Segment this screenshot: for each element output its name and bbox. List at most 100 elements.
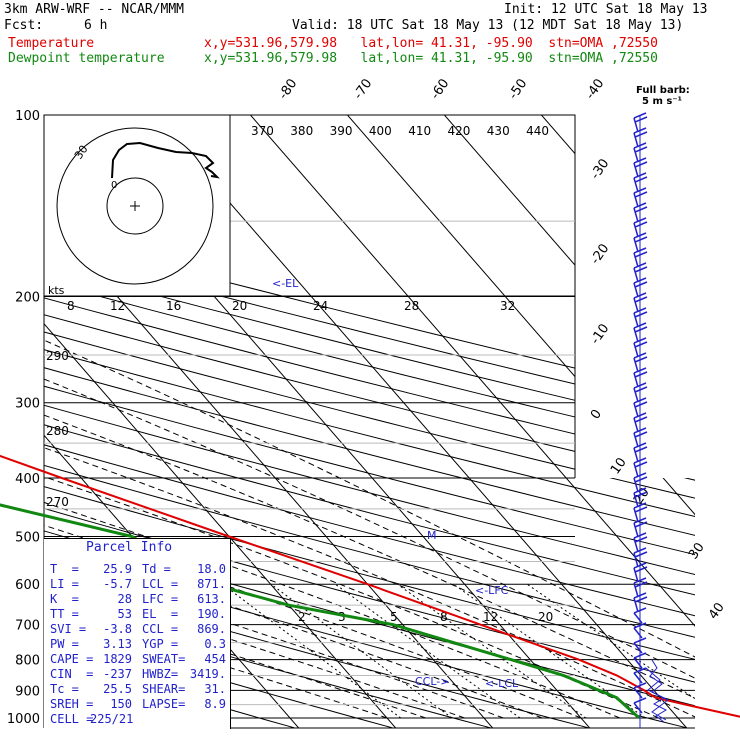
barb-flag (634, 566, 648, 573)
isotherm-label-m50: -50 (506, 76, 530, 102)
parcel-cell: 150 (110, 697, 132, 711)
valid-time: Valid: 18 UTC Sat 18 May 13 (12 MDT Sat … (292, 18, 684, 33)
hodograph-ring-outer (56, 127, 214, 285)
pressure-label-100: 100 (15, 109, 40, 124)
pressure-label-1000: 1000 (7, 712, 40, 727)
barb-flag (633, 322, 647, 329)
barb-flag (634, 596, 648, 603)
barb-staff (633, 657, 643, 669)
theta-left-label-270: 270 (46, 495, 69, 509)
wind-barb (633, 487, 648, 508)
hodo-speed-label-12: 12 (110, 299, 125, 313)
parcel-row: CIN = -237 HWBZ= 3419. (50, 667, 226, 682)
barb-staff (633, 312, 639, 328)
el-marker: <-EL (272, 277, 299, 290)
wind-barb (633, 547, 648, 568)
barb-flag (633, 667, 647, 674)
barb-flag (634, 116, 648, 123)
wind-barb (633, 232, 648, 253)
barb-staff (633, 222, 639, 238)
dry-adiabat (44, 115, 600, 728)
barb-staff (633, 552, 639, 568)
barb-staff (633, 357, 639, 373)
parcel-cell: 454 (204, 652, 226, 666)
barb-staff (633, 387, 639, 403)
mixing-ratio-label-3: 3 (338, 610, 346, 624)
barb-staff (633, 177, 639, 193)
parcel-cell: 31. (204, 682, 226, 696)
wind-barb (633, 682, 647, 699)
barb-flag (634, 536, 648, 543)
barb-flag (634, 446, 648, 453)
wind-barb (633, 292, 648, 313)
parcel-cell: LCL = (142, 577, 179, 591)
theta-left-label-280: 280 (46, 424, 69, 438)
barb-staff (633, 582, 639, 598)
parcel-row: LI = -5.7 LCL = 871. (50, 577, 226, 592)
parcel-cell: LI = (50, 577, 79, 591)
dewpoint-trace (0, 503, 641, 720)
barb-flag (633, 337, 647, 344)
barb-flag (633, 682, 647, 689)
full-barb-units: 5 m s⁻¹ (642, 96, 682, 107)
hodograph-trace (111, 141, 220, 179)
hodo-speed-label-16: 16 (166, 299, 181, 313)
barb-staff (633, 117, 639, 133)
parcel-row: SREH = 150 LAPSE= 8.9 (50, 697, 226, 712)
barb-flag (633, 487, 647, 494)
wind-barb (633, 277, 648, 298)
barb-flag (634, 431, 648, 438)
parcel-cell: 3.13 (103, 637, 132, 651)
theta-label-410: 410 (408, 124, 431, 138)
barb-flag (633, 532, 647, 539)
theta-label-400: 400 (369, 124, 392, 138)
dry-adiabat (44, 115, 695, 728)
barb-flag (633, 472, 647, 479)
barb-flag (633, 637, 647, 644)
isotherm-label-30: 30 (686, 540, 708, 562)
wind-barb (633, 472, 648, 493)
wind-barb (633, 202, 648, 223)
barb-staff (633, 537, 639, 553)
barb-flag (634, 491, 648, 498)
isotherm-label-m40: -40 (583, 76, 607, 102)
parcel-info-title: Parcel Info (86, 540, 173, 555)
barb-flag (633, 157, 647, 164)
moist-adiabat (44, 296, 504, 719)
isotherm-line (0, 87, 10, 730)
parcel-row: T = 25.9 Td = 18.0 (50, 562, 226, 577)
barb-flag (634, 581, 648, 588)
barb-staff (633, 642, 643, 654)
pressure-label-600: 600 (15, 578, 40, 593)
barb-flag (633, 457, 647, 464)
wind-barbs (633, 112, 648, 714)
wind-barb (633, 562, 648, 583)
mixing-ratio-line (335, 583, 521, 719)
pressure-label-700: 700 (15, 619, 40, 634)
hodo-speed-label-28: 28 (404, 299, 419, 313)
theta-label-430: 430 (487, 124, 510, 138)
wind-barb (633, 502, 648, 523)
pressure-label-900: 900 (15, 684, 40, 699)
barb-staff (633, 492, 639, 508)
barb-staff (633, 447, 639, 463)
barb-staff (633, 402, 639, 418)
barb-flag (634, 176, 648, 183)
barb-staff (633, 297, 639, 313)
dry-adiabat (44, 115, 695, 728)
wind-barb (633, 352, 648, 373)
parcel-row: CAPE = 1829 SWEAT= 454 (50, 652, 226, 667)
wind-barb (633, 382, 648, 403)
barb-flag (634, 251, 648, 258)
barb-flag (633, 127, 647, 134)
barb-flag (633, 247, 647, 254)
barb-flag (633, 517, 647, 524)
parcel-cell: 190. (197, 607, 226, 621)
barb-flag (634, 236, 648, 243)
barb-flag (634, 311, 648, 318)
wind-barb (633, 172, 648, 193)
barb-flag (634, 221, 648, 228)
isotherm-line (420, 115, 695, 728)
isotherm-line (226, 115, 695, 728)
wind-barb (633, 217, 648, 238)
